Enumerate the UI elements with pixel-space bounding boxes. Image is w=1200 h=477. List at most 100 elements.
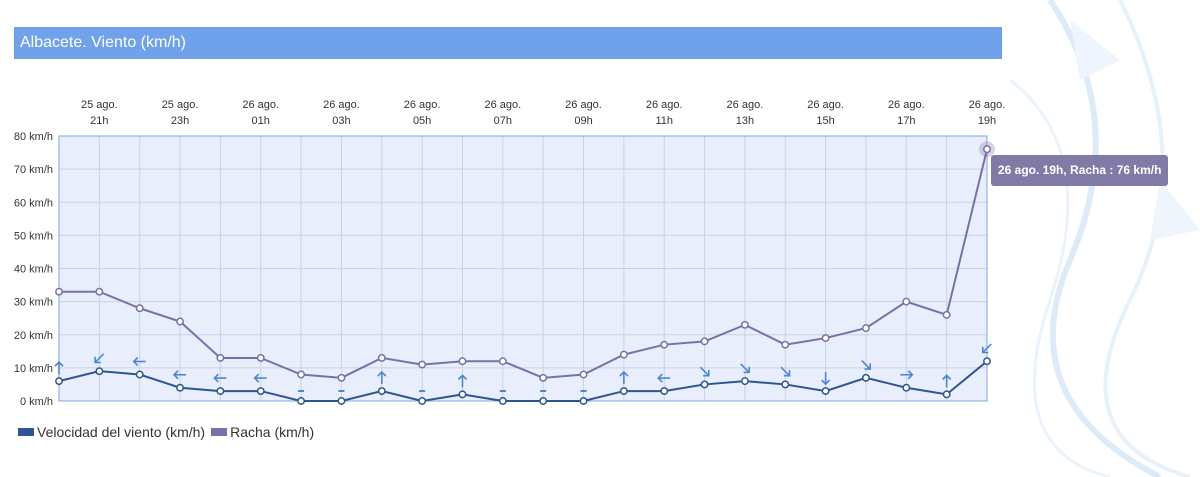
series-line-racha — [59, 149, 988, 379]
x-tick-day: 26 ago. — [888, 99, 925, 111]
wind-direction-arrow — [213, 373, 227, 383]
data-point-velocidad — [256, 387, 265, 396]
data-point-velocidad — [418, 397, 427, 405]
wind-direction-arrow — [942, 374, 952, 388]
data-point-velocidad — [700, 380, 709, 389]
data-point-racha — [55, 287, 63, 296]
data-point-racha — [942, 310, 951, 319]
data-point-velocidad — [619, 387, 628, 396]
wind-direction-arrow — [900, 370, 914, 380]
x-tick-hour: 05h — [413, 115, 431, 127]
data-point-racha — [458, 357, 467, 366]
legend-item-velocidad[interactable]: Velocidad del viento (km/h) — [18, 424, 205, 440]
wind-direction-arrow — [457, 374, 468, 388]
x-tick-day: 25 ago. — [162, 99, 199, 111]
data-point-velocidad — [821, 387, 830, 396]
x-tick-day: 26 ago. — [242, 99, 279, 111]
data-point-racha — [95, 287, 104, 296]
data-point-velocidad — [983, 357, 991, 366]
data-point-racha — [176, 317, 184, 326]
x-tick-day: 26 ago. — [565, 99, 602, 111]
wind-direction-arrow — [377, 370, 387, 385]
data-point-racha — [498, 357, 507, 366]
y-tick-label: 10 km/h — [14, 363, 53, 375]
legend-label-velocidad: Velocidad del viento (km/h) — [37, 424, 206, 440]
data-point-velocidad — [781, 380, 790, 389]
legend-swatch-velocidad — [18, 428, 34, 436]
data-point-racha — [377, 353, 386, 362]
x-tick-day: 26 ago. — [807, 99, 844, 111]
x-tick-day: 26 ago. — [646, 99, 683, 111]
legend: Velocidad del viento (km/h) Racha (km/h) — [18, 424, 320, 440]
wind-direction-arrow — [821, 372, 831, 386]
data-point-velocidad — [95, 367, 104, 376]
data-point-racha — [135, 304, 144, 313]
data-point-velocidad — [862, 373, 870, 382]
wind-direction-arrow — [253, 373, 267, 383]
x-tick-day: 26 ago. — [404, 99, 441, 111]
x-tick-hour: 11h — [655, 115, 673, 127]
y-tick-label: 50 km/h — [14, 230, 53, 242]
data-point-racha — [983, 145, 991, 154]
x-tick-hour: 13h — [736, 115, 754, 127]
data-point-velocidad — [942, 390, 951, 399]
y-tick-label: 30 km/h — [14, 297, 53, 309]
data-point-velocidad — [740, 377, 749, 386]
data-point-velocidad — [539, 397, 548, 405]
data-point-racha — [216, 353, 225, 362]
data-point-racha — [619, 350, 628, 359]
data-point-velocidad — [498, 397, 507, 405]
data-point-velocidad — [55, 377, 63, 386]
legend-swatch-racha — [211, 428, 228, 436]
data-point-velocidad — [660, 387, 669, 396]
data-point-racha — [579, 370, 588, 379]
legend-item-racha[interactable]: Racha (km/h) — [211, 424, 314, 440]
data-point-velocidad — [458, 390, 467, 399]
data-point-velocidad — [297, 397, 306, 405]
data-point-racha — [297, 370, 306, 379]
wind-direction-arrow — [132, 356, 146, 367]
data-point-racha — [660, 340, 669, 349]
x-tick-day: 26 ago. — [727, 99, 764, 111]
x-tick-hour: 07h — [494, 115, 512, 127]
y-tick-label: 20 km/h — [14, 330, 53, 342]
x-tick-hour: 21h — [90, 115, 108, 127]
y-tick-label: 40 km/h — [14, 264, 53, 276]
wind-direction-arrow — [619, 370, 629, 385]
wind-direction-arrow — [981, 343, 992, 354]
data-point-velocidad — [902, 383, 911, 392]
data-point-velocidad — [176, 383, 184, 392]
y-tick-label: 70 km/h — [14, 164, 53, 176]
wind-direction-arrow — [861, 360, 871, 370]
data-point-velocidad — [216, 387, 225, 396]
data-point-racha — [821, 334, 830, 343]
chart-title: Albacete. Viento (km/h) — [14, 27, 1002, 59]
wind-direction-arrow — [699, 366, 710, 377]
x-tick-hour: 01h — [252, 115, 270, 127]
x-tick-day: 25 ago. — [81, 99, 118, 111]
wind-direction-arrow — [740, 363, 750, 374]
x-tick-day: 26 ago. — [484, 99, 521, 111]
data-point-velocidad — [377, 387, 386, 396]
data-point-racha — [902, 297, 911, 306]
x-tick-hour: 09h — [574, 115, 592, 127]
tooltip: 26 ago. 19h, Racha : 76 km/h — [991, 155, 1169, 186]
data-point-racha — [256, 353, 265, 362]
x-tick-hour: 17h — [897, 115, 915, 127]
y-tick-label: 80 km/h — [14, 131, 53, 143]
x-tick-hour: 03h — [332, 115, 350, 127]
data-point-velocidad — [337, 397, 346, 405]
x-tick-hour: 19h — [978, 115, 996, 127]
data-point-racha — [539, 373, 548, 382]
x-tick-day: 26 ago. — [323, 99, 360, 111]
data-point-racha — [700, 337, 709, 346]
y-tick-label: 0 km/h — [20, 396, 53, 408]
x-tick-hour: 15h — [816, 115, 834, 127]
data-point-velocidad — [135, 370, 144, 379]
data-point-racha — [740, 320, 749, 329]
data-point-racha — [337, 373, 346, 382]
x-tick-day: 26 ago. — [969, 99, 1006, 111]
data-point-racha — [781, 340, 790, 349]
data-point-racha — [418, 360, 427, 369]
wind-direction-arrow — [657, 373, 671, 383]
